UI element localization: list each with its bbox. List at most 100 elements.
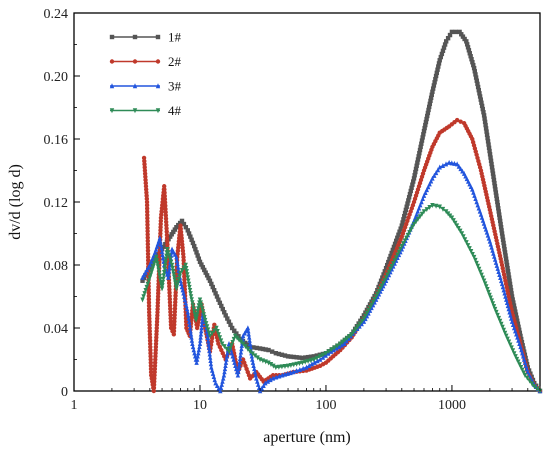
data-point	[412, 173, 417, 178]
data-point	[172, 309, 178, 314]
data-point	[422, 125, 427, 131]
data-point	[417, 147, 423, 153]
data-point	[513, 309, 518, 314]
data-point	[160, 255, 166, 261]
data-point	[424, 187, 430, 193]
data-point	[309, 361, 315, 367]
data-point	[506, 272, 511, 277]
data-point	[437, 164, 442, 170]
data-point	[508, 342, 513, 348]
data-point	[147, 319, 152, 324]
data-point	[461, 234, 466, 240]
data-point	[199, 328, 204, 334]
data-point	[504, 262, 510, 268]
data-point	[169, 262, 175, 268]
data-point	[148, 363, 154, 368]
data-point	[342, 340, 347, 346]
data-point	[189, 337, 195, 343]
data-point	[266, 347, 271, 353]
data-point	[199, 322, 205, 328]
data-point	[500, 234, 505, 239]
data-point	[198, 334, 203, 340]
data-point	[197, 344, 202, 350]
data-point	[198, 337, 203, 343]
data-point	[378, 278, 384, 283]
data-point	[166, 250, 171, 256]
data-point	[501, 287, 506, 293]
data-point	[239, 342, 245, 348]
data-point	[513, 354, 518, 360]
data-point	[266, 360, 271, 366]
data-point	[213, 291, 218, 296]
data-point	[308, 358, 314, 364]
data-point	[276, 351, 282, 357]
data-point	[291, 362, 296, 368]
data-point	[195, 309, 200, 315]
data-point	[154, 254, 159, 260]
data-point	[165, 247, 170, 253]
data-point	[425, 113, 430, 119]
data-point	[432, 80, 437, 85]
data-point	[145, 248, 151, 253]
data-point	[143, 180, 148, 186]
data-point	[206, 344, 212, 350]
data-point	[263, 380, 268, 386]
data-point	[477, 91, 482, 96]
data-point	[214, 294, 220, 299]
data-point	[172, 316, 177, 321]
data-point	[171, 328, 177, 334]
data-point	[195, 353, 200, 359]
data-point	[453, 220, 458, 226]
data-point	[236, 337, 242, 343]
legend-marker	[109, 108, 115, 114]
data-point	[155, 241, 161, 247]
data-point	[473, 75, 479, 80]
y-tick-label: 0.04	[44, 322, 69, 337]
data-point	[273, 351, 279, 356]
data-point	[145, 209, 150, 214]
data-point	[167, 234, 173, 239]
data-point	[194, 250, 199, 255]
data-point	[155, 294, 161, 299]
data-point	[216, 332, 221, 338]
data-point	[492, 184, 498, 189]
data-point	[382, 269, 388, 274]
data-point	[336, 344, 342, 350]
data-point	[143, 273, 148, 278]
data-point	[529, 381, 535, 387]
data-point	[420, 135, 425, 140]
data-point	[168, 319, 174, 324]
data-point	[475, 84, 481, 90]
data-point	[173, 293, 178, 298]
data-point	[144, 196, 150, 202]
legend-marker	[109, 59, 115, 64]
data-point	[147, 341, 153, 346]
data-point	[252, 369, 258, 375]
data-point	[446, 159, 452, 165]
data-point	[475, 263, 481, 269]
data-point	[167, 265, 172, 271]
data-point	[485, 287, 490, 293]
data-point	[314, 353, 320, 358]
data-point	[240, 341, 246, 347]
data-point	[265, 378, 271, 384]
data-point	[234, 335, 240, 341]
data-point	[380, 275, 385, 280]
data-point	[504, 300, 510, 305]
data-point	[142, 158, 147, 164]
data-point	[506, 306, 511, 312]
data-point	[484, 284, 489, 290]
data-point	[163, 209, 168, 215]
data-point	[221, 375, 226, 381]
data-point	[481, 113, 487, 118]
data-point	[218, 338, 224, 344]
data-point	[144, 203, 150, 208]
data-point	[160, 252, 165, 258]
data-point	[171, 271, 176, 277]
data-point	[194, 356, 200, 362]
legend-item: 4#	[109, 103, 182, 118]
plot-frame	[73, 12, 541, 392]
data-point	[154, 328, 159, 334]
data-point	[214, 325, 219, 331]
data-point	[338, 341, 343, 347]
